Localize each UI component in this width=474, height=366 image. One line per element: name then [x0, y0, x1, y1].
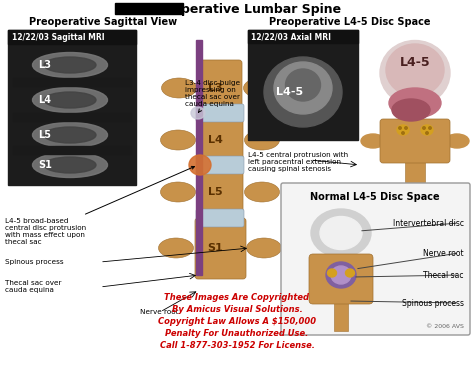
Text: Thecal sac: Thecal sac	[423, 270, 464, 280]
Text: 12/22/03 Axial MRI: 12/22/03 Axial MRI	[251, 32, 331, 41]
Ellipse shape	[244, 78, 279, 98]
FancyBboxPatch shape	[196, 104, 244, 122]
Ellipse shape	[399, 127, 401, 129]
FancyBboxPatch shape	[405, 196, 425, 220]
Ellipse shape	[191, 107, 205, 119]
Ellipse shape	[402, 132, 404, 134]
Ellipse shape	[361, 134, 385, 148]
Ellipse shape	[161, 130, 195, 150]
Text: Copyright Law Allows A $150,000: Copyright Law Allows A $150,000	[158, 317, 316, 326]
FancyBboxPatch shape	[380, 119, 450, 163]
Ellipse shape	[346, 269, 355, 277]
Text: Nerve root: Nerve root	[423, 249, 464, 258]
Bar	[115, 3, 183, 14]
FancyBboxPatch shape	[197, 164, 243, 220]
Text: L3: L3	[38, 60, 52, 70]
Text: L5: L5	[38, 130, 52, 140]
FancyBboxPatch shape	[196, 209, 244, 227]
Bar	[13, 78, 131, 86]
Text: S1: S1	[207, 243, 223, 253]
Ellipse shape	[44, 127, 96, 143]
Bar	[8, 30, 136, 44]
Text: L4-5 central protrusion with
left paracentral extension
causing spinal stenosis: L4-5 central protrusion with left parace…	[248, 152, 348, 172]
Ellipse shape	[405, 127, 407, 129]
Text: © 2006 AVS: © 2006 AVS	[426, 325, 464, 329]
Text: Nerve root: Nerve root	[140, 309, 179, 315]
Text: L4-5 broad-based
central disc protrusion
with mass effect upon
thecal sac: L4-5 broad-based central disc protrusion…	[5, 167, 194, 245]
Ellipse shape	[33, 153, 108, 178]
Bar	[248, 30, 358, 43]
Text: By Amicus Visual Solutions.: By Amicus Visual Solutions.	[172, 306, 302, 314]
Ellipse shape	[245, 130, 280, 150]
Polygon shape	[196, 40, 202, 275]
Text: Spinous process: Spinous process	[402, 299, 464, 307]
Text: L4: L4	[38, 95, 52, 105]
Text: Normal L4-5 Disc Space: Normal L4-5 Disc Space	[310, 192, 440, 202]
Text: L4-5: L4-5	[276, 87, 303, 97]
Ellipse shape	[445, 134, 469, 148]
Ellipse shape	[326, 262, 356, 288]
Text: 's Preoperative Lumbar Spine: 's Preoperative Lumbar Spine	[133, 3, 341, 15]
Text: Call 1-877-303-1952 For License.: Call 1-877-303-1952 For License.	[160, 341, 314, 351]
FancyBboxPatch shape	[198, 60, 242, 116]
Ellipse shape	[33, 87, 108, 112]
Ellipse shape	[331, 266, 351, 284]
Text: 12/22/03 Sagittal MRI: 12/22/03 Sagittal MRI	[12, 33, 105, 41]
Ellipse shape	[429, 127, 431, 129]
Ellipse shape	[423, 127, 425, 129]
FancyBboxPatch shape	[281, 183, 470, 335]
Ellipse shape	[392, 99, 430, 121]
FancyBboxPatch shape	[195, 218, 246, 279]
Text: L4: L4	[208, 135, 222, 145]
Text: These Images Are Copyrighted: These Images Are Copyrighted	[164, 294, 310, 303]
Text: L5: L5	[208, 187, 222, 197]
Ellipse shape	[162, 78, 197, 98]
FancyBboxPatch shape	[197, 112, 243, 168]
Bar	[13, 113, 131, 121]
Ellipse shape	[33, 52, 108, 78]
Text: L4-5: L4-5	[400, 56, 430, 70]
Ellipse shape	[421, 125, 433, 135]
Ellipse shape	[285, 69, 320, 101]
Ellipse shape	[380, 41, 450, 105]
Ellipse shape	[386, 44, 444, 96]
Bar	[248, 30, 358, 140]
FancyBboxPatch shape	[196, 156, 244, 174]
Ellipse shape	[189, 155, 211, 175]
Text: L3: L3	[208, 83, 222, 93]
Bar	[405, 160, 425, 200]
Ellipse shape	[264, 57, 342, 127]
Ellipse shape	[311, 209, 371, 257]
Ellipse shape	[158, 238, 193, 258]
Ellipse shape	[33, 123, 108, 147]
Ellipse shape	[274, 62, 332, 114]
Ellipse shape	[44, 157, 96, 173]
Ellipse shape	[320, 217, 362, 250]
Ellipse shape	[328, 269, 337, 277]
Text: Spinous process: Spinous process	[5, 259, 64, 265]
Text: S1: S1	[38, 160, 52, 170]
Text: Penalty For Unauthorized Use.: Penalty For Unauthorized Use.	[165, 329, 309, 339]
Ellipse shape	[161, 182, 195, 202]
Ellipse shape	[389, 88, 441, 118]
Text: Preoperative L4-5 Disc Space: Preoperative L4-5 Disc Space	[269, 17, 431, 27]
Ellipse shape	[245, 182, 280, 202]
Bar	[8, 30, 136, 185]
Ellipse shape	[44, 57, 96, 73]
Text: L3-4 disc bulge
impressing on
thecal sac over
cauda equina: L3-4 disc bulge impressing on thecal sac…	[185, 80, 240, 112]
Text: Preoperative Sagittal View: Preoperative Sagittal View	[29, 17, 177, 27]
Ellipse shape	[397, 125, 409, 135]
Ellipse shape	[44, 92, 96, 108]
Text: Intervertebral disc: Intervertebral disc	[393, 219, 464, 228]
Bar	[334, 301, 348, 331]
Ellipse shape	[426, 132, 428, 134]
Ellipse shape	[246, 238, 282, 258]
Text: Thecal sac over
cauda equina: Thecal sac over cauda equina	[5, 280, 62, 293]
FancyBboxPatch shape	[309, 254, 373, 304]
Bar	[13, 146, 131, 154]
